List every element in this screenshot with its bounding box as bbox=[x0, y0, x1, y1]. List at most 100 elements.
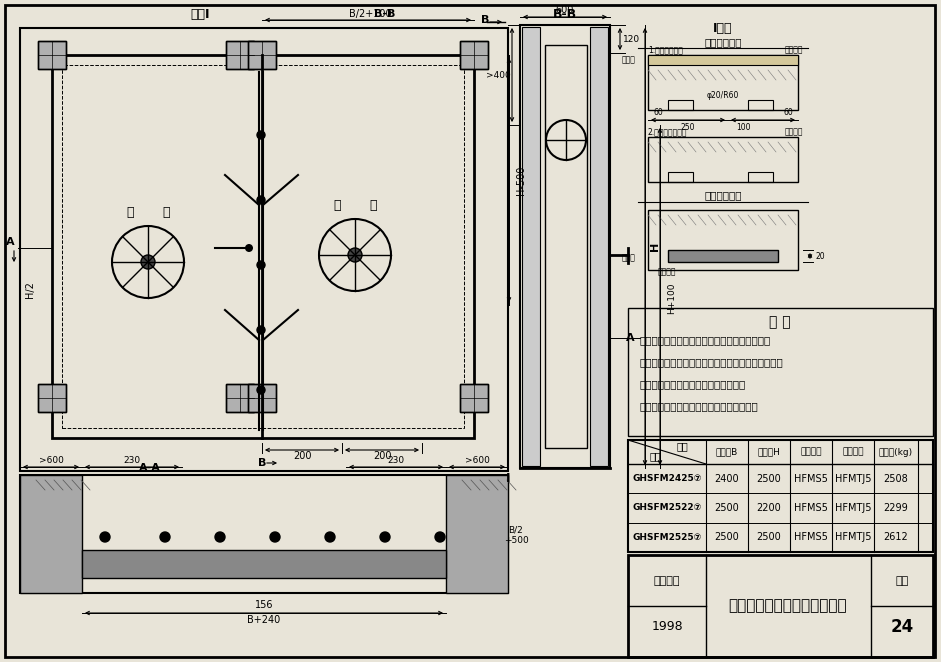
Text: 参数: 参数 bbox=[677, 441, 688, 451]
Bar bbox=[668, 100, 693, 110]
Text: 120: 120 bbox=[624, 34, 641, 44]
Text: 2299: 2299 bbox=[884, 503, 908, 513]
Bar bbox=[648, 137, 798, 182]
Text: 2500: 2500 bbox=[757, 532, 781, 542]
Bar bbox=[52, 55, 474, 438]
Text: B: B bbox=[258, 458, 266, 468]
Text: 600: 600 bbox=[556, 5, 574, 15]
Text: H/2: H/2 bbox=[25, 281, 35, 299]
Text: 2500: 2500 bbox=[714, 532, 740, 542]
Text: H-500: H-500 bbox=[516, 166, 526, 195]
Text: H+100: H+100 bbox=[667, 282, 677, 314]
Text: 200: 200 bbox=[293, 451, 311, 461]
Bar bbox=[748, 100, 773, 110]
Text: B+240: B+240 bbox=[247, 615, 280, 625]
Bar bbox=[38, 384, 66, 412]
Text: 2612: 2612 bbox=[884, 532, 908, 542]
Bar bbox=[460, 384, 488, 412]
Bar bbox=[520, 25, 610, 468]
Circle shape bbox=[435, 532, 445, 542]
Text: 156: 156 bbox=[255, 600, 273, 610]
Bar bbox=[38, 41, 66, 69]
Text: 通道地坪: 通道地坪 bbox=[785, 46, 803, 54]
Bar bbox=[248, 384, 276, 412]
Circle shape bbox=[257, 326, 265, 334]
Bar bbox=[648, 55, 798, 65]
Text: GHSFM2525⑦: GHSFM2525⑦ bbox=[632, 533, 702, 542]
Text: 60: 60 bbox=[653, 107, 662, 117]
Text: I: I bbox=[505, 471, 510, 485]
Text: HFMS5: HFMS5 bbox=[794, 474, 828, 484]
Bar bbox=[460, 41, 488, 69]
Text: 速安装，以满足防护和密闭功能要求。: 速安装，以满足防护和密闭功能要求。 bbox=[640, 379, 746, 389]
Text: 2200: 2200 bbox=[757, 503, 781, 513]
Bar bbox=[446, 475, 508, 593]
Text: 关: 关 bbox=[333, 199, 341, 211]
Bar bbox=[82, 550, 446, 578]
Bar bbox=[590, 27, 608, 466]
Text: 闸锁图号: 闸锁图号 bbox=[800, 448, 821, 457]
Text: A: A bbox=[626, 333, 634, 343]
Text: B/2
+500: B/2 +500 bbox=[503, 526, 529, 545]
Circle shape bbox=[380, 532, 390, 542]
Text: 开: 开 bbox=[126, 205, 134, 218]
Text: GHSFM2425⑦: GHSFM2425⑦ bbox=[632, 474, 702, 483]
Circle shape bbox=[245, 244, 253, 252]
Text: 钢结构活门槛双扇防护密闭门的特点是平时不装: 钢结构活门槛双扇防护密闭门的特点是平时不装 bbox=[640, 335, 772, 345]
Text: 大样I: 大样I bbox=[190, 7, 210, 21]
Text: HFMS5: HFMS5 bbox=[794, 503, 828, 513]
Text: 230: 230 bbox=[123, 455, 140, 465]
Text: A: A bbox=[6, 237, 14, 247]
Text: >400: >400 bbox=[486, 70, 510, 79]
Text: 2500: 2500 bbox=[757, 474, 781, 484]
Bar bbox=[38, 384, 66, 412]
Text: 施工时应先立门框，后衬扎门框四周钢筋。: 施工时应先立门框，后衬扎门框四周钢筋。 bbox=[640, 401, 758, 411]
Text: 钢结构活门槛双扇防护密闭门: 钢结构活门槛双扇防护密闭门 bbox=[728, 598, 847, 614]
Bar bbox=[262, 65, 464, 428]
Text: 门孔宽B: 门孔宽B bbox=[716, 448, 738, 457]
Text: I放大: I放大 bbox=[713, 21, 733, 34]
Circle shape bbox=[257, 261, 265, 269]
Bar bbox=[522, 27, 540, 466]
Circle shape bbox=[100, 532, 110, 542]
Text: 24: 24 bbox=[890, 618, 914, 636]
Bar bbox=[248, 41, 276, 69]
Text: 开: 开 bbox=[369, 199, 376, 211]
Bar bbox=[545, 45, 587, 448]
Text: 适用图集: 适用图集 bbox=[654, 576, 680, 586]
Text: 铰页图号: 铰页图号 bbox=[842, 448, 864, 457]
Bar bbox=[20, 475, 508, 593]
Bar bbox=[248, 41, 276, 69]
Text: B-B: B-B bbox=[375, 9, 395, 19]
Circle shape bbox=[257, 196, 265, 204]
Bar bbox=[628, 440, 933, 552]
Text: 2.不考虑地面装修: 2.不考虑地面装修 bbox=[648, 128, 688, 136]
Circle shape bbox=[270, 532, 280, 542]
Bar bbox=[226, 41, 254, 69]
Bar bbox=[226, 41, 254, 69]
Text: HFMTJ5: HFMTJ5 bbox=[835, 503, 871, 513]
Circle shape bbox=[325, 532, 335, 542]
Bar bbox=[460, 384, 488, 412]
Text: B-B: B-B bbox=[553, 7, 577, 21]
Circle shape bbox=[257, 386, 265, 394]
Text: B: B bbox=[481, 15, 489, 25]
Text: φ20/R60: φ20/R60 bbox=[707, 91, 740, 99]
Bar bbox=[648, 55, 798, 110]
Text: 活门槛: 活门槛 bbox=[622, 254, 636, 263]
Text: 250: 250 bbox=[680, 122, 695, 132]
Text: 2508: 2508 bbox=[884, 474, 908, 484]
Text: 2400: 2400 bbox=[714, 474, 740, 484]
Text: 门槛，地面平整，便于使用。临战时将活门槛进行快: 门槛，地面平整，便于使用。临战时将活门槛进行快 bbox=[640, 357, 784, 367]
Text: 门孔高H: 门孔高H bbox=[758, 448, 780, 457]
Text: 战时使用状态: 战时使用状态 bbox=[704, 190, 742, 200]
Circle shape bbox=[348, 248, 362, 262]
Text: 说 明: 说 明 bbox=[769, 315, 790, 329]
Text: 100: 100 bbox=[736, 122, 750, 132]
Text: 通道地坪: 通道地坪 bbox=[658, 267, 677, 277]
Text: 2500: 2500 bbox=[714, 503, 740, 513]
Bar bbox=[628, 555, 933, 657]
Text: 页次: 页次 bbox=[896, 576, 909, 586]
Text: 装修层: 装修层 bbox=[622, 56, 636, 64]
Text: 1998: 1998 bbox=[651, 620, 683, 634]
